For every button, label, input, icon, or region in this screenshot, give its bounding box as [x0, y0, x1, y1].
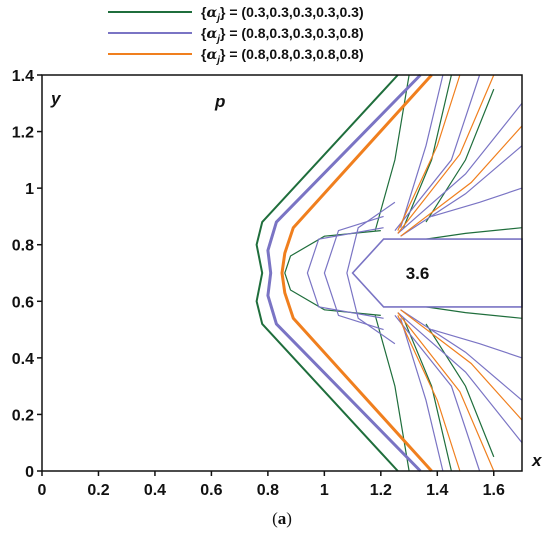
y-tick-label: 0.4 [12, 351, 34, 368]
shock-lines [255, 73, 433, 473]
contour-line [397, 312, 523, 444]
contour-line [397, 74, 495, 234]
contour-line [397, 102, 523, 234]
legend-entry: {αj} = (0.8,0.3,0.3,0.3,0.8) [201, 25, 364, 45]
x-tick-label: 0.6 [200, 482, 222, 499]
contour-line [400, 125, 523, 237]
y-tick-label: 1.2 [12, 125, 34, 142]
contour-line [374, 315, 410, 472]
contour-line [306, 227, 384, 319]
y-tick-label: 1 [25, 181, 34, 198]
contour-line [431, 329, 523, 359]
body-value-label: 3.6 [406, 264, 430, 283]
shock-line-3 [280, 73, 433, 473]
plot-frame [41, 74, 523, 472]
contour-line [400, 74, 444, 228]
contour-line [374, 74, 410, 231]
contour-line [397, 74, 461, 231]
contour-line [400, 309, 523, 421]
y-axis-label: y [50, 89, 62, 108]
contour-line [425, 323, 495, 458]
contour-line [402, 318, 452, 472]
panel-caption: (a) [272, 509, 292, 528]
contour-line [400, 318, 444, 472]
plot-area [41, 73, 523, 473]
y-tick-label: 0.6 [12, 294, 34, 311]
contour-line [346, 201, 396, 345]
legend-entry: {αj} = (0.8,0.8,0.3,0.8,0.8) [201, 46, 364, 66]
contour-line [397, 315, 461, 472]
x-axis-label: x [531, 451, 543, 470]
contour-line [284, 230, 381, 316]
contour-line [394, 315, 481, 472]
x-tick-label: 1 [320, 482, 329, 499]
contour-line [425, 227, 523, 240]
legend: {αj} = (0.3,0.3,0.3,0.3,0.3){αj} = (0.8,… [108, 4, 364, 66]
body-shape [351, 238, 523, 308]
contour-line [425, 306, 523, 319]
contour-line [431, 187, 523, 217]
contour-line [400, 309, 523, 401]
shock-line-1 [255, 74, 399, 472]
contour-line [323, 215, 384, 331]
x-tick-label: 0 [38, 482, 47, 499]
axes: 0 0.2 0.4 0.6 0.8 1 1.2 1.4 1.6 0 0.2 0.4 0.6 0.8 1 1.2… [12, 68, 505, 499]
contour-line [397, 312, 495, 472]
contour-line [400, 145, 523, 237]
x-tick-label: 0.4 [144, 482, 166, 499]
contour-line [425, 88, 495, 223]
y-tick-label: 1.4 [12, 68, 34, 85]
x-tick-label: 0.8 [257, 482, 279, 499]
y-tick-label: 0 [25, 464, 34, 481]
x-tick-label: 1.6 [483, 482, 505, 499]
contour-line [402, 74, 452, 228]
x-tick-label: 1.2 [370, 482, 392, 499]
y-tick-label: 0.2 [12, 407, 34, 424]
y-tick-label: 0.8 [12, 238, 34, 255]
x-tick-label: 1.4 [426, 482, 448, 499]
field-label: p [214, 92, 225, 111]
legend-entry: {αj} = (0.3,0.3,0.3,0.3,0.3) [201, 4, 364, 24]
x-tick-label: 0.2 [87, 482, 109, 499]
shock-line-2 [266, 73, 422, 473]
contour-line [394, 74, 481, 231]
